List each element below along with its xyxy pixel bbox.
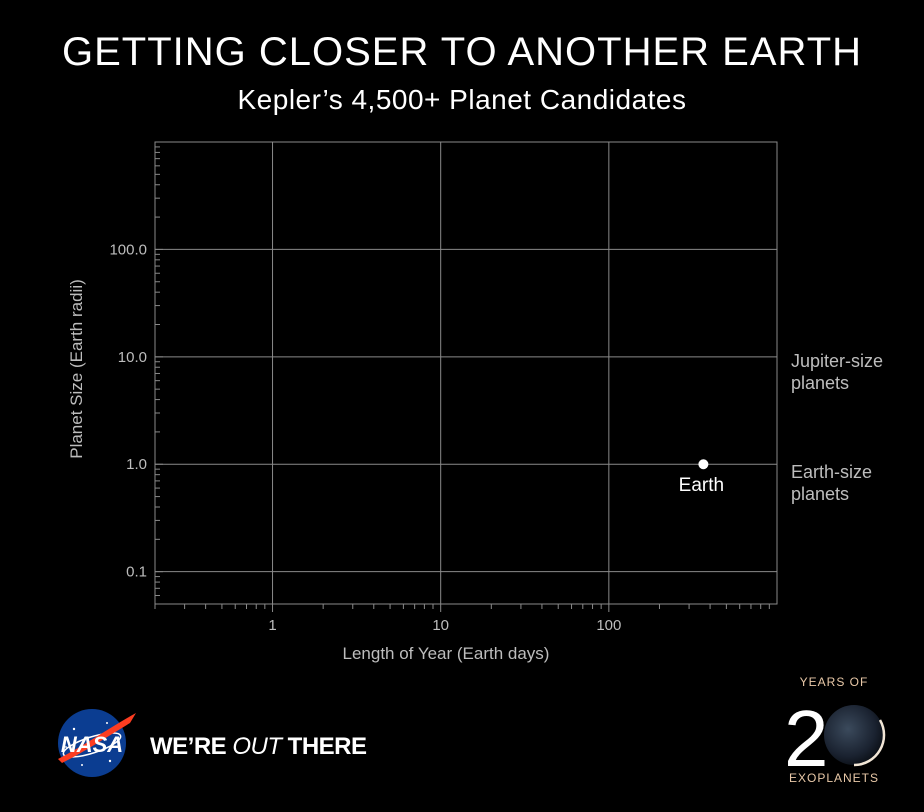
badge-graphic: 2 [784, 694, 886, 778]
jupiter-size-label-line1: Jupiter-size [791, 351, 884, 371]
jupiter-size-label: Jupiter-size planets [791, 350, 883, 394]
badge-planet-glow [853, 719, 886, 767]
exoplanets-badge: YEARS OF 2 EXOPLANETS [782, 670, 892, 790]
earth-size-label: Earth-size planets [791, 461, 872, 505]
y-tick-label: 0.1 [126, 564, 147, 581]
chart-title: GETTING CLOSER TO ANOTHER EARTH [61, 30, 863, 74]
badge-bottom-text: EXOPLANETS [788, 771, 880, 785]
y-axis-label: Planet Size (Earth radii) [67, 279, 86, 459]
x-tick-label: 100 [596, 617, 621, 634]
tagline: WE’RE OUT THERE [150, 733, 367, 761]
y-tick-label: 1.0 [126, 456, 147, 473]
earth-size-label-line2: planets [791, 484, 850, 504]
tagline-out: OUT [232, 733, 282, 760]
x-axis-label: Length of Year (Earth days) [343, 644, 550, 663]
y-tick-label: 100.0 [109, 241, 147, 258]
badge-top-text: YEARS OF [799, 675, 869, 689]
data-point-label: Earth [679, 475, 724, 496]
x-tick-label: 10 [432, 617, 449, 634]
data-point-earth [698, 459, 709, 470]
jupiter-size-label-line2: planets [791, 373, 850, 393]
tagline-there: THERE [281, 733, 367, 760]
earth-size-label-line1: Earth-size [791, 462, 873, 482]
plot-frame [154, 141, 778, 605]
badge-number: 2 [784, 694, 829, 778]
tagline-we: WE’RE [150, 733, 233, 760]
badge-planet-icon [824, 705, 884, 765]
x-tick-label: 1 [268, 617, 276, 634]
nasa-logo-text: NASA [61, 732, 123, 757]
y-tick-label: 10.0 [118, 349, 147, 366]
nasa-logo-icon: NASA [58, 709, 136, 777]
chart-subtitle: Kepler’s 4,500+ Planet Candidates [237, 84, 687, 115]
